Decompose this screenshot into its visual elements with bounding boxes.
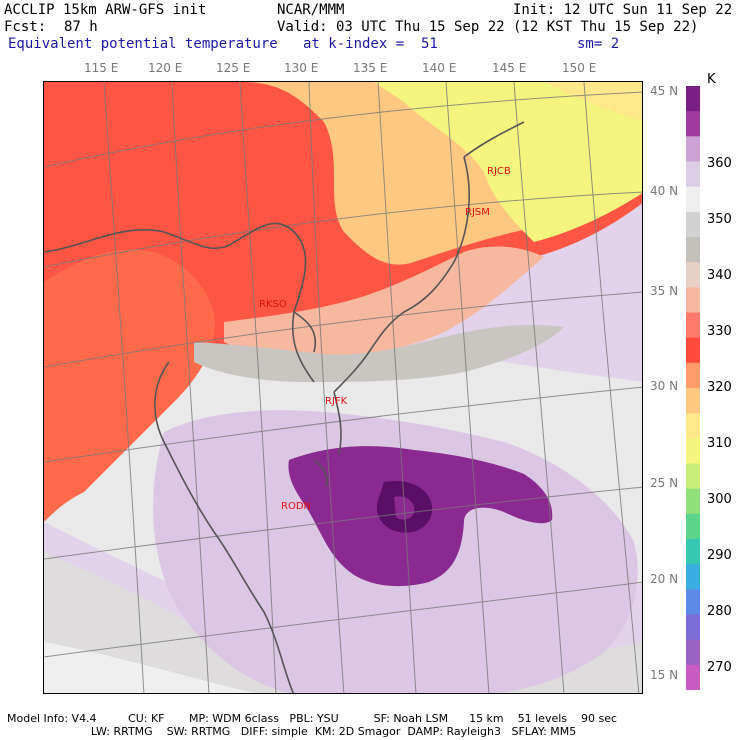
lon-label: 120 E	[148, 61, 183, 75]
colorbar-swatch	[686, 211, 700, 238]
colorbar-swatch	[686, 614, 700, 641]
lat-label: 25 N	[650, 476, 679, 490]
colorbar-swatch	[686, 564, 700, 590]
lat-label: 40 N	[650, 184, 679, 198]
smoothing: sm= 2	[577, 36, 620, 52]
init-time: Init: 12 UTC Sun 11 Sep 22	[513, 2, 733, 18]
org-label: NCAR/MMM	[277, 2, 345, 18]
station-label: RJSM	[465, 207, 490, 218]
map-panel: RJCB RJSM RKSO RJFK RODN	[43, 81, 643, 694]
valid-time: Valid: 03 UTC Thu 15 Sep 22 (12 KST Thu …	[277, 19, 699, 35]
colorbar-swatch	[686, 262, 700, 288]
colorbar-label: 300	[707, 492, 732, 507]
colorbar-swatch	[686, 513, 700, 540]
colorbar-swatch	[686, 388, 700, 414]
model-title: ACCLIP 15km ARW-GFS init	[4, 2, 207, 18]
lon-label: 140 E	[422, 61, 457, 75]
colorbar-swatch	[686, 413, 700, 439]
colorbar-label: 280	[707, 604, 732, 619]
colorbar-swatch	[686, 111, 700, 137]
colorbar-swatch	[686, 86, 700, 112]
colorbar	[686, 86, 700, 690]
lon-label: 125 E	[216, 61, 251, 75]
station-label: RJCB	[487, 166, 511, 177]
colorbar-swatch	[686, 312, 700, 339]
colorbar-swatch	[686, 488, 700, 515]
colorbar-swatch	[686, 161, 700, 188]
theta-e-field: RJCB RJSM RKSO RJFK RODN	[44, 82, 642, 693]
lon-label: 145 E	[492, 61, 527, 75]
lon-label: 135 E	[353, 61, 388, 75]
lon-label: 115 E	[84, 61, 119, 75]
lat-label: 35 N	[650, 284, 679, 298]
lat-label: 30 N	[650, 379, 679, 393]
lat-label: 15 N	[650, 668, 679, 682]
colorbar-label: 340	[707, 268, 732, 283]
lon-label: 130 E	[284, 61, 319, 75]
colorbar-swatch	[686, 186, 700, 213]
field-name: Equivalent potential temperature	[8, 36, 278, 52]
fcst-label: Fcst:	[4, 19, 47, 35]
station-label: RODN	[281, 501, 311, 512]
colorbar-unit: K	[707, 72, 716, 87]
lon-label: 150 E	[562, 61, 597, 75]
lat-label: 20 N	[650, 572, 679, 586]
colorbar-label: 290	[707, 548, 732, 563]
colorbar-swatch	[686, 664, 700, 690]
model-info-line2: LW: RRTMG SW: RRTMG DIFF: simple KM: 2D …	[0, 725, 577, 738]
colorbar-label: 320	[707, 380, 732, 395]
colorbar-label: 350	[707, 212, 732, 227]
colorbar-swatch	[686, 362, 700, 389]
colorbar-label: 360	[707, 156, 732, 171]
colorbar-swatch	[686, 589, 700, 615]
lat-label: 45 N	[650, 84, 679, 98]
fcst-value: 87 h	[64, 19, 98, 35]
station-label: RJFK	[325, 396, 348, 407]
colorbar-label: 310	[707, 436, 732, 451]
colorbar-swatch	[686, 438, 700, 464]
k-index: at k-index = 51	[303, 36, 438, 52]
station-label: RKSO	[259, 299, 287, 310]
colorbar-swatch	[686, 237, 700, 263]
colorbar-label: 270	[707, 660, 732, 675]
model-info-line1: Model Info: V4.4 CU: KF MP: WDM 6class P…	[0, 712, 618, 725]
colorbar-swatch	[686, 287, 700, 313]
colorbar-swatch	[686, 539, 700, 565]
colorbar-swatch	[686, 136, 700, 162]
colorbar-swatch	[686, 463, 700, 490]
colorbar-swatch	[686, 337, 700, 364]
colorbar-swatch	[686, 639, 700, 666]
colorbar-label: 330	[707, 324, 732, 339]
